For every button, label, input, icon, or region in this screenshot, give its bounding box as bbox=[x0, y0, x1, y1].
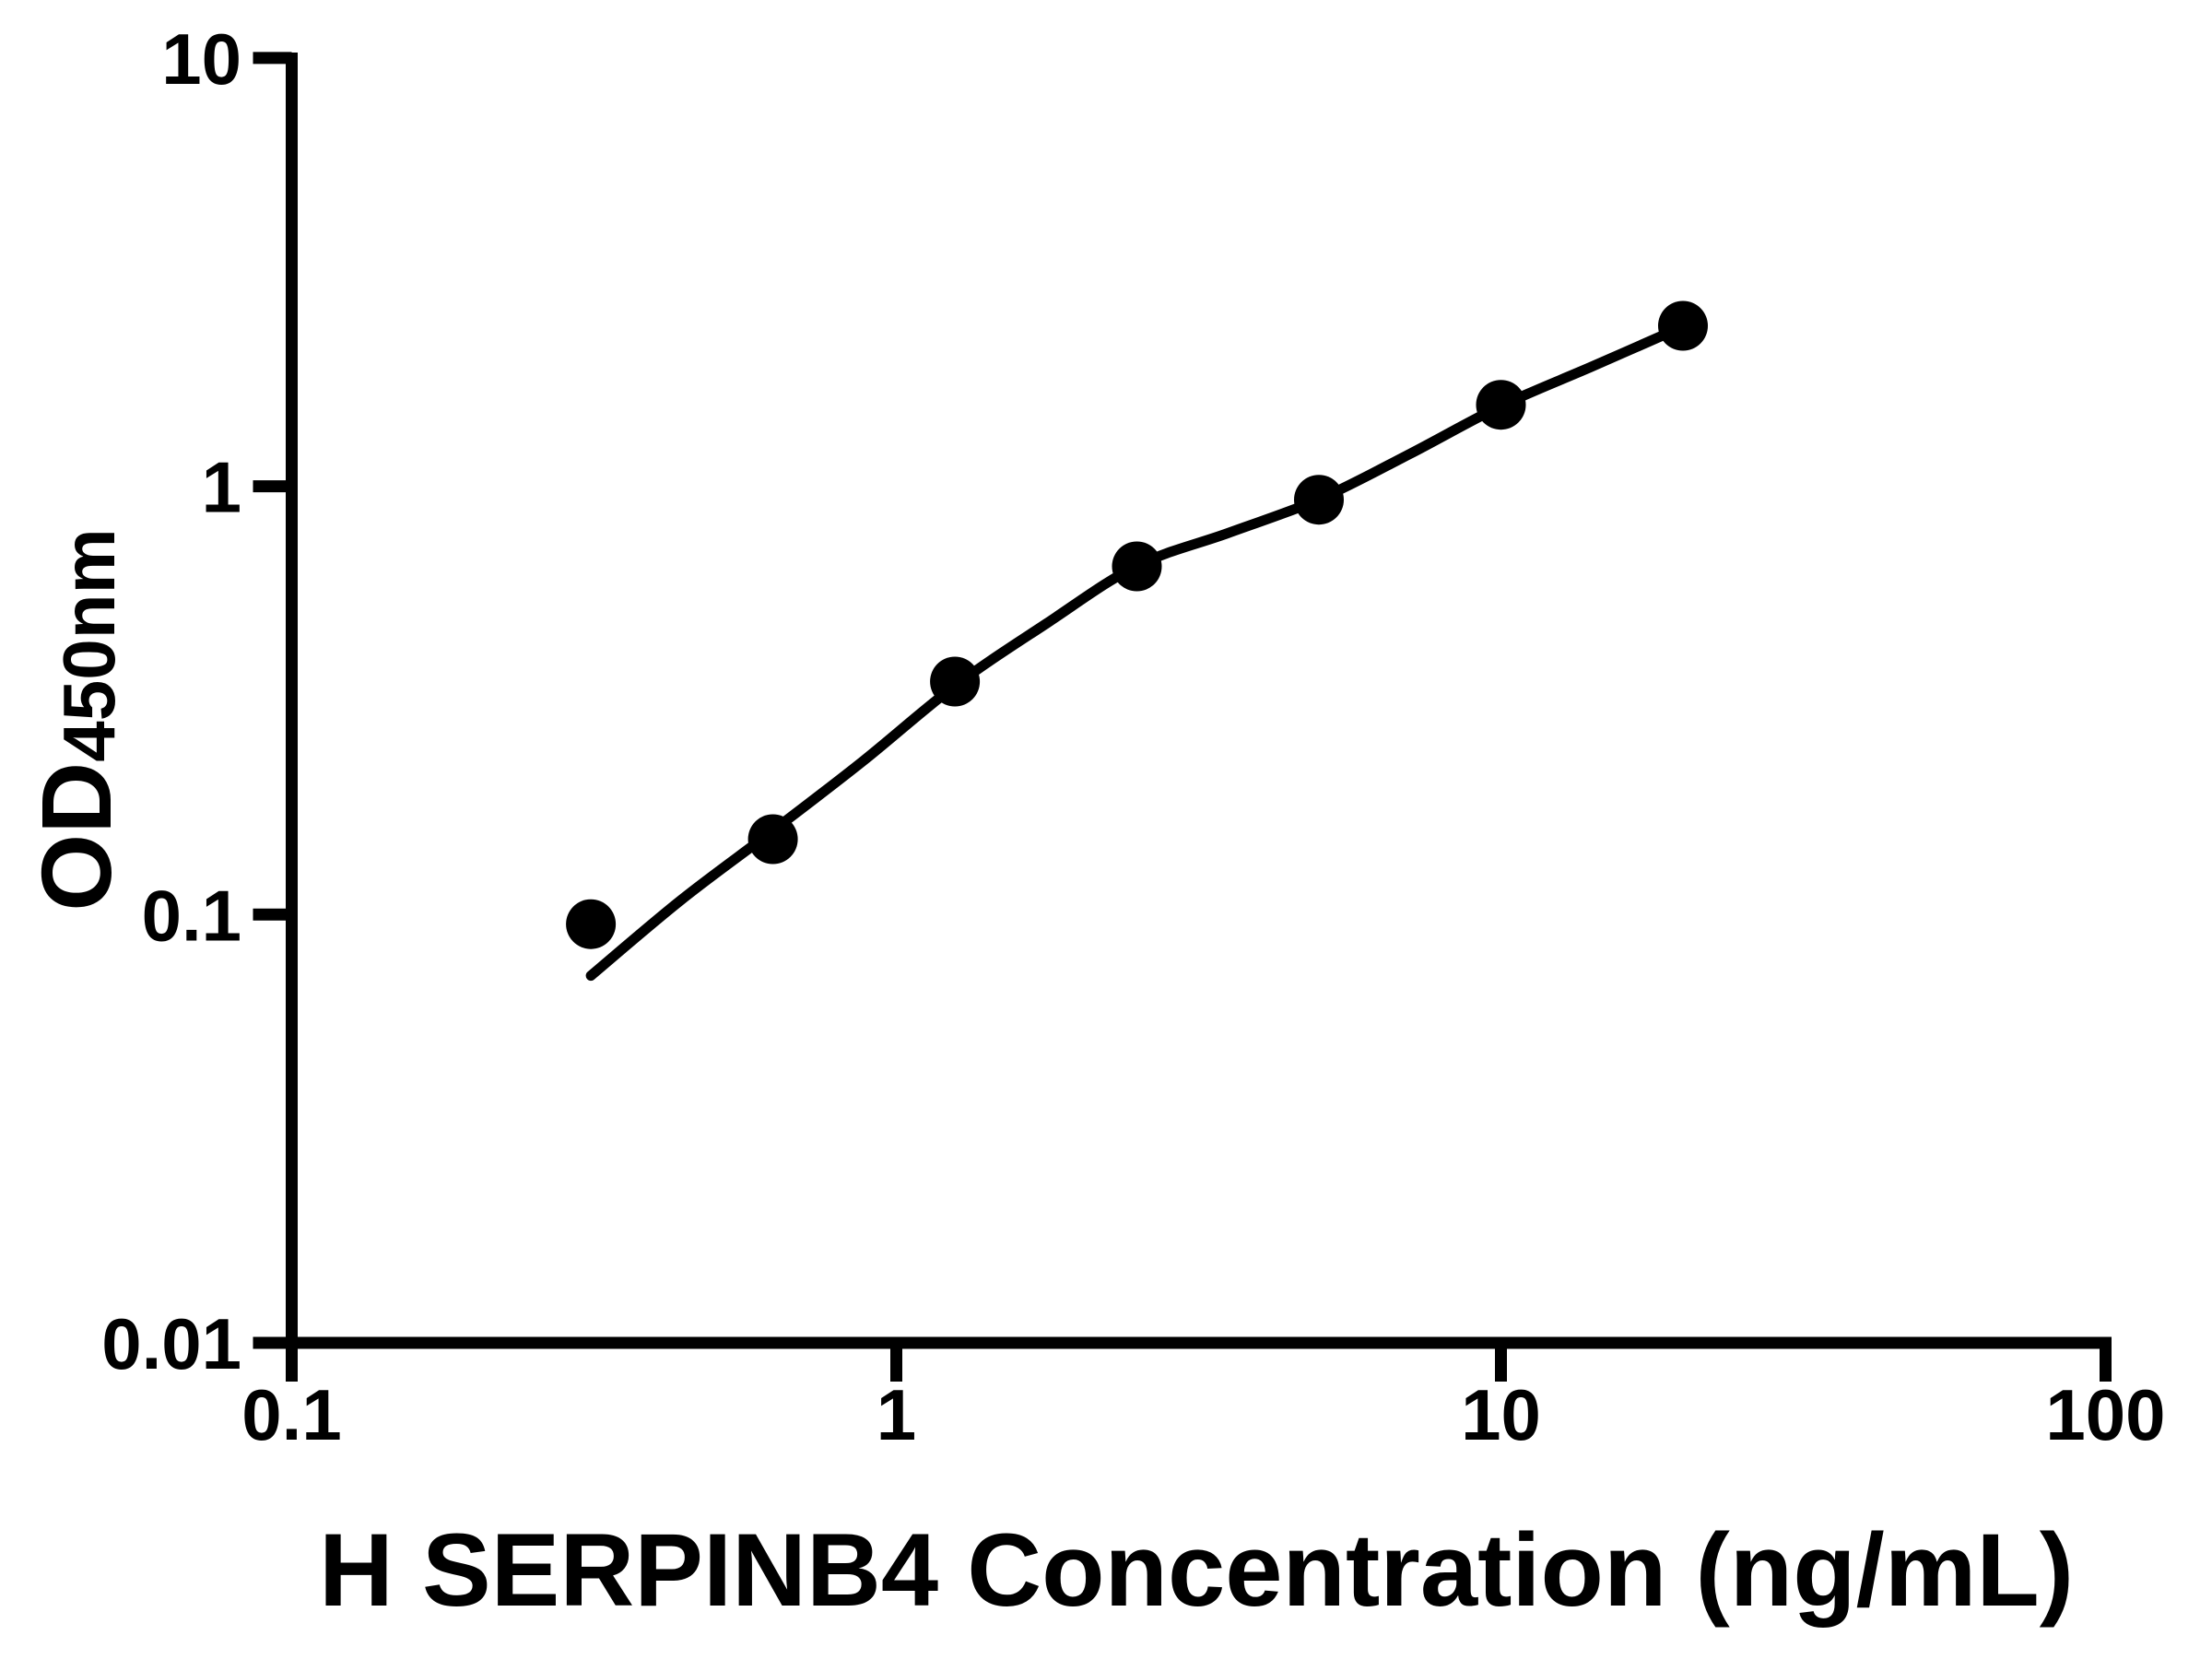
x-axis-title: H SERPINB4 Concentration (ng/mL) bbox=[319, 1512, 2074, 1628]
y-tick-label-10: 10 bbox=[161, 18, 241, 100]
y-axis-title-subscript: 450nm bbox=[48, 528, 130, 761]
y-tick-label-0.1: 0.1 bbox=[142, 875, 241, 956]
x-tick-label-100: 100 bbox=[2045, 1374, 2165, 1455]
y-axis-title: OD450nm bbox=[20, 528, 132, 911]
y-tick-label-0.01: 0.01 bbox=[101, 1303, 241, 1384]
fit-curve-layer bbox=[585, 321, 1688, 982]
fit-curve bbox=[585, 321, 1688, 982]
data-point bbox=[1476, 380, 1526, 430]
axis-ticks bbox=[253, 52, 2112, 1382]
data-point bbox=[1294, 475, 1344, 525]
x-tick-label-10: 10 bbox=[1461, 1374, 1541, 1455]
y-tick-label-1: 1 bbox=[202, 447, 241, 528]
data-point bbox=[1658, 300, 1708, 351]
data-point bbox=[566, 899, 617, 949]
axes bbox=[286, 53, 2112, 1349]
x-tick-label-0.1: 0.1 bbox=[241, 1374, 341, 1455]
y-axis-title-main: OD bbox=[20, 762, 132, 912]
data-points-layer bbox=[566, 300, 1708, 949]
data-point bbox=[930, 656, 981, 707]
data-point bbox=[747, 814, 798, 865]
x-tick-label-1: 1 bbox=[877, 1374, 916, 1455]
data-point bbox=[1112, 541, 1162, 592]
